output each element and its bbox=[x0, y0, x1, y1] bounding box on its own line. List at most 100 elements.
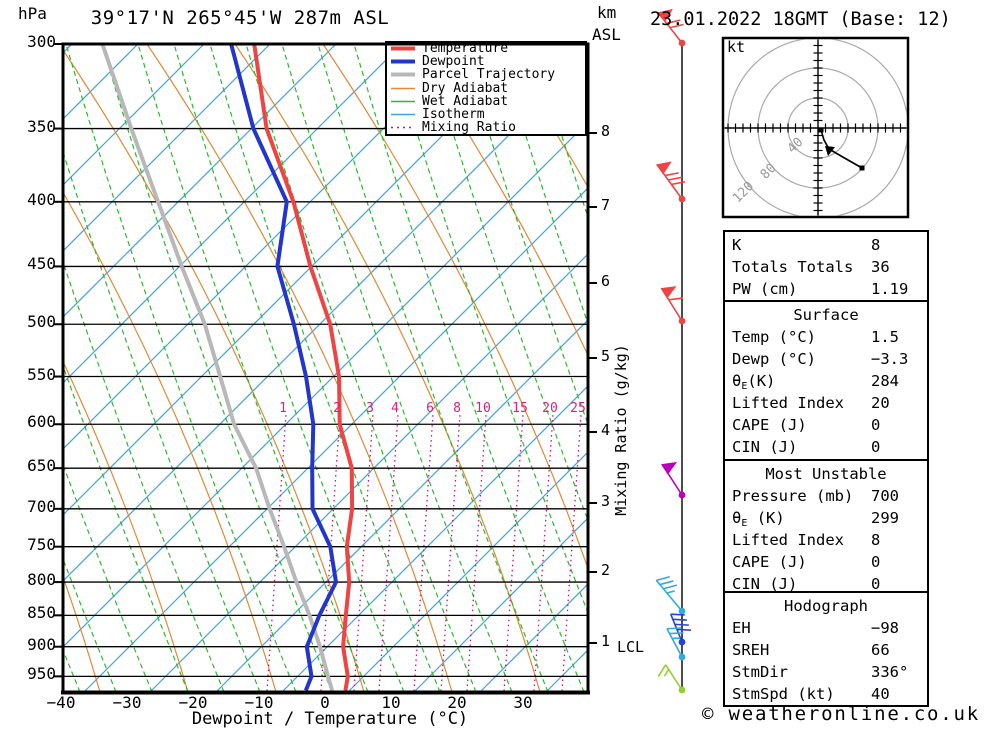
legend-item-label: Mixing Ratio bbox=[422, 120, 516, 136]
pressure-tick-label: 800 bbox=[27, 570, 56, 589]
temp-tick-label: 20 bbox=[447, 693, 467, 712]
legend-swatch-dry-adiabat bbox=[391, 87, 415, 89]
table-row-label: PW (cm) bbox=[732, 280, 798, 298]
table-row-label: CAPE (J) bbox=[732, 416, 807, 434]
legend-item: Parcel Trajectory bbox=[386, 67, 586, 82]
xaxis-title: Dewpoint / Temperature (°C) bbox=[191, 709, 469, 729]
table-row-value: 36 bbox=[871, 258, 890, 276]
temp-tick-label: −30 bbox=[112, 693, 142, 712]
table-row: Pressure (mb) 700 bbox=[725, 485, 927, 507]
wind-barb bbox=[655, 575, 686, 615]
table-row-value: 40 bbox=[871, 685, 890, 703]
hodograph-trace bbox=[820, 129, 863, 169]
pressure-tick-label: 600 bbox=[27, 412, 56, 431]
table-row-value: 1.5 bbox=[871, 328, 899, 346]
legend-swatch-isotherm bbox=[391, 113, 415, 116]
wind-level-dot bbox=[678, 686, 686, 694]
table-row: PW (cm) 1.19 bbox=[725, 278, 927, 300]
table-row-label: Pressure (mb) bbox=[732, 487, 854, 505]
temp-tick-label: 30 bbox=[513, 693, 533, 712]
pressure-tick-label: 300 bbox=[27, 32, 56, 51]
km-axis-label: km bbox=[597, 3, 617, 22]
table-row-value: 8 bbox=[871, 236, 881, 254]
curve-temperature bbox=[252, 44, 355, 691]
pressure-tick-label: 750 bbox=[27, 535, 56, 554]
table-row-label: Lifted Index bbox=[732, 394, 844, 412]
wind-barb bbox=[666, 627, 686, 661]
pressure-tick-label: 900 bbox=[27, 635, 56, 654]
plot-frame bbox=[61, 42, 590, 694]
temp-tick-label: 10 bbox=[381, 693, 401, 712]
table-row: CIN (J) 0 bbox=[725, 436, 927, 458]
temp-tick-label: −40 bbox=[46, 693, 76, 712]
table-row: Dewp (°C) −3.3 bbox=[725, 348, 927, 370]
mixing-ratio-label: 6 bbox=[426, 401, 434, 416]
table-row: EH −98 bbox=[725, 617, 927, 639]
mixing-ratio-label: 25 bbox=[570, 401, 586, 416]
table-row-label: Dewp (°C) bbox=[732, 350, 816, 368]
table-row-value: 20 bbox=[871, 394, 890, 412]
pressure-tick-label: 550 bbox=[27, 365, 56, 384]
curve-dewpoint bbox=[229, 44, 339, 692]
km-tick-label: 4 bbox=[601, 421, 611, 439]
legend-item: Dry Adiabat bbox=[386, 81, 586, 96]
pressure-tick-label: 850 bbox=[27, 603, 56, 622]
legend-swatch-temperature bbox=[391, 46, 415, 51]
wind-barb-column bbox=[655, 8, 691, 694]
table-row: CAPE (J) 0 bbox=[725, 414, 927, 436]
table-row-value: 336° bbox=[871, 663, 909, 681]
km-ticks bbox=[588, 132, 597, 644]
pressure-axis-unit-label: hPa bbox=[18, 4, 47, 23]
table-row: StmSpd (kt) 40 bbox=[725, 683, 927, 705]
mixing-ratio-label: 1 bbox=[279, 401, 287, 416]
mixing-ratio-label: 4 bbox=[391, 401, 399, 416]
legend-item: Isotherm bbox=[386, 107, 586, 122]
table-row: SREH 66 bbox=[725, 639, 927, 661]
wind-barb bbox=[670, 613, 691, 646]
pressure-tick-label: 450 bbox=[27, 254, 56, 273]
legend-box: Temperature Dewpoint Parcel Trajectory Dry … bbox=[386, 41, 586, 136]
table-row-value: 0 bbox=[871, 438, 881, 456]
curve-parcel-trajectory bbox=[100, 44, 335, 692]
hodograph-trace-marker bbox=[826, 146, 832, 152]
legend-swatch-wet-adiabat bbox=[391, 100, 415, 103]
legend-swatch-parcel-trajectory bbox=[391, 72, 415, 77]
table-row-value: 284 bbox=[871, 372, 899, 390]
wind-level-dot bbox=[678, 607, 686, 615]
table-row: CIN (J) 0 bbox=[725, 573, 927, 595]
table-row-label: K bbox=[732, 236, 742, 254]
table-row: StmDir 336° bbox=[725, 661, 927, 683]
table-row-value: −98 bbox=[871, 619, 899, 637]
table-row-label: CIN (J) bbox=[732, 575, 798, 593]
hodograph-unit-label: kt bbox=[727, 38, 746, 56]
pressure-grid-lines bbox=[63, 44, 588, 678]
wind-level-dot bbox=[678, 653, 686, 661]
legend-item: Wet Adiabat bbox=[386, 94, 586, 109]
km-tick-label: 1 bbox=[601, 632, 611, 650]
wind-level-dot bbox=[678, 638, 686, 646]
mixing-ratio-label: 10 bbox=[475, 401, 491, 416]
pressure-tick-label: 350 bbox=[27, 117, 56, 136]
pressure-tick-label: 650 bbox=[27, 456, 56, 475]
lcl-label: LCL bbox=[617, 638, 645, 656]
table-row-value: 1.19 bbox=[871, 280, 909, 298]
hodograph-trace-marker bbox=[859, 165, 865, 171]
mixing-ratio-label: 3 bbox=[366, 401, 374, 416]
mixing-ratio-lines bbox=[266, 413, 582, 692]
pressure-tick-label: 950 bbox=[27, 664, 56, 683]
table-indices: K 8 Totals Totals 36 PW (cm) 1.19 bbox=[723, 230, 929, 302]
table-row-value: 0 bbox=[871, 416, 881, 434]
table-row-label: Totals Totals bbox=[732, 258, 854, 276]
temp-tick-label: 0 bbox=[320, 693, 330, 712]
table-title: Surface bbox=[793, 306, 859, 324]
table-row-value: −3.3 bbox=[871, 350, 909, 368]
wind-barb bbox=[655, 161, 686, 203]
table-row-value: 0 bbox=[871, 553, 881, 571]
temp-tick-label: −10 bbox=[244, 693, 274, 712]
table-row-value: 66 bbox=[871, 641, 890, 659]
table-surface: Surface Temp (°C) 1.5 Dewp (°C) −3.3 θE(K) 284… bbox=[723, 300, 929, 462]
mixing-ratio-label: 20 bbox=[542, 401, 558, 416]
pressure-tick-label: 400 bbox=[27, 190, 56, 209]
table-row: Lifted Index 20 bbox=[725, 392, 927, 414]
